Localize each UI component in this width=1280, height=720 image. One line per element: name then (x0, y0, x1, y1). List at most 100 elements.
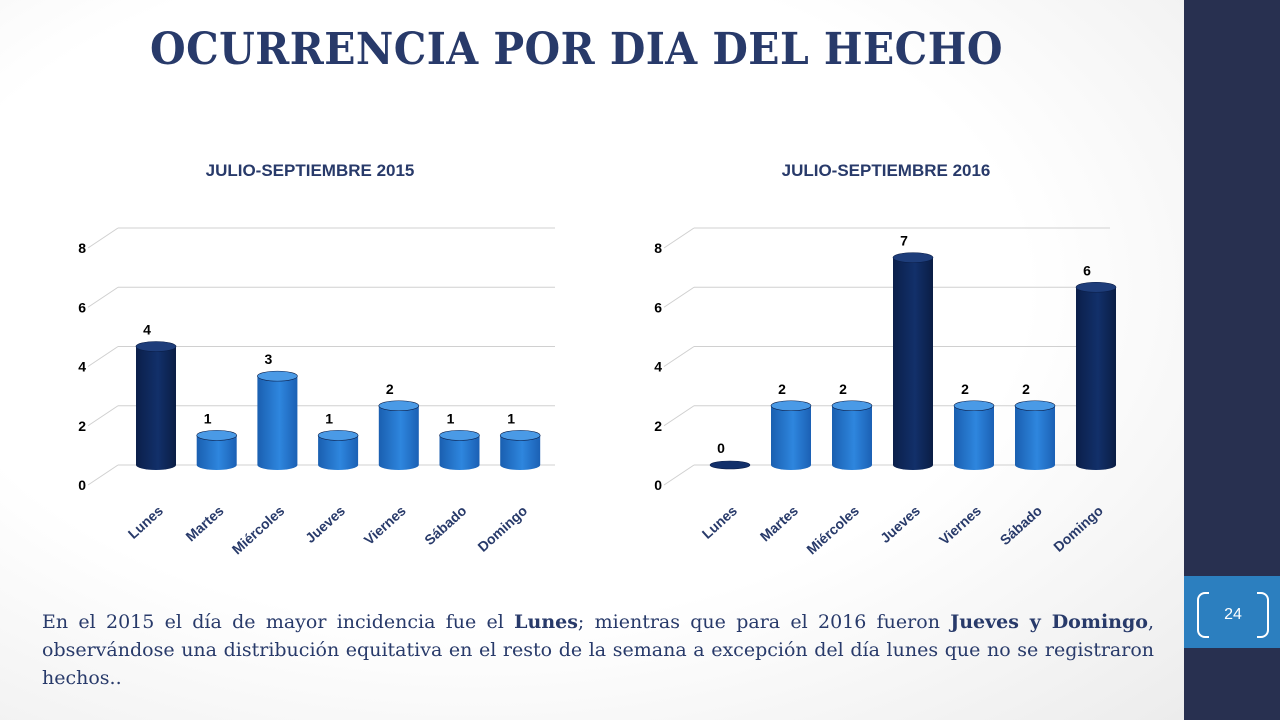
bar-body (378, 405, 419, 470)
data-label: 2 (386, 381, 394, 397)
category-label: Sábado (421, 502, 469, 548)
category-label: Domingo (1050, 502, 1106, 554)
bar-body (954, 405, 994, 470)
bar (892, 252, 934, 470)
bar (317, 430, 359, 470)
data-label: 4 (143, 322, 151, 338)
category-label: Jueves (877, 502, 923, 546)
bar-top (196, 430, 237, 441)
bar-top (499, 430, 541, 441)
bar-body (500, 435, 541, 470)
category-label: Domingo (474, 502, 530, 554)
bar (499, 430, 541, 470)
summary-text-2: ; mientras que para el 2016 fueron (577, 611, 951, 633)
bracket-left (1197, 592, 1209, 638)
y-tick-label: 4 (78, 359, 86, 375)
chart-2015: JULIO-SEPTIEMBRE 2015 0 2 4 6 8 4 Lunes 1 Martes 3… (78, 161, 555, 557)
data-label: 2 (839, 381, 847, 397)
summary-text-3: , observándose una distribución equitati… (42, 611, 1154, 689)
bar-body (136, 346, 176, 470)
data-label: 0 (717, 440, 725, 456)
bar-body (1015, 405, 1055, 470)
bar (1075, 281, 1117, 470)
data-label: 1 (447, 410, 455, 426)
gridline-diagonal (87, 464, 119, 486)
gridline-diagonal (87, 227, 119, 249)
bracket-right (1257, 592, 1269, 638)
summary-bold-lunes: Lunes (514, 611, 578, 633)
gridline-diagonal (87, 405, 119, 427)
y-tick-label: 0 (78, 477, 86, 493)
gridline-diagonal (87, 346, 119, 367)
bar-top (770, 400, 812, 412)
bar-top (1014, 400, 1056, 412)
bar-zero (709, 460, 751, 470)
bar-body (771, 405, 811, 470)
data-label: 7 (900, 233, 908, 249)
y-tick-label: 2 (654, 418, 662, 434)
bar (439, 430, 480, 470)
bar-top (135, 341, 177, 352)
y-tick-label: 8 (654, 240, 662, 256)
bar-body (257, 376, 298, 470)
bar (257, 370, 298, 470)
chart-title: JULIO-SEPTIEMBRE 2016 (782, 161, 991, 180)
bar-top (257, 370, 298, 382)
y-tick-label: 6 (654, 299, 662, 315)
category-label: Viernes (936, 502, 984, 548)
category-label: Martes (757, 502, 801, 544)
data-label: 2 (961, 381, 969, 397)
bar (953, 400, 995, 470)
bar-body (318, 435, 359, 470)
gridline-diagonal (663, 346, 695, 367)
data-label: 1 (204, 410, 212, 426)
bar (770, 400, 812, 470)
bar (135, 341, 177, 470)
y-tick-label: 8 (78, 240, 86, 256)
bar (1014, 400, 1056, 470)
page-number-box: 24 (1197, 592, 1269, 638)
bar-top (892, 252, 934, 263)
gridline-diagonal (663, 286, 695, 308)
summary-bold-jueves-domingo: Jueves y Domingo (950, 611, 1148, 633)
bar (378, 400, 420, 470)
category-label: Lunes (125, 502, 167, 542)
data-label: 2 (778, 381, 786, 397)
data-label: 3 (265, 351, 273, 367)
summary-paragraph: En el 2015 el día de mayor incidencia fu… (42, 608, 1154, 692)
y-tick-label: 0 (654, 477, 662, 493)
data-label: 1 (507, 410, 515, 426)
bar-body (439, 435, 480, 470)
bar-top (378, 400, 420, 412)
bar-top (953, 400, 995, 412)
page-number: 24 (1224, 606, 1242, 623)
bar-top (317, 430, 359, 441)
data-label: 2 (1022, 381, 1030, 397)
category-label: Viernes (361, 502, 409, 548)
bar-top (439, 430, 480, 441)
chart-2016: JULIO-SEPTIEMBRE 2016 0 2 4 6 8 0 Lunes 2 Martes 2… (654, 161, 1117, 557)
y-tick-label: 2 (78, 418, 86, 434)
gridline-diagonal (663, 227, 695, 249)
bar-top (1075, 281, 1117, 293)
category-label: Miércoles (803, 502, 862, 557)
bar-body (832, 405, 872, 470)
gridline-diagonal (663, 464, 695, 486)
chart-title: JULIO-SEPTIEMBRE 2015 (206, 161, 415, 180)
gridline-diagonal (663, 405, 695, 427)
category-label: Lunes (699, 502, 741, 542)
category-label: Jueves (302, 502, 348, 546)
data-label: 6 (1083, 262, 1091, 278)
bar (831, 400, 873, 470)
y-tick-label: 4 (654, 359, 662, 375)
bar-top (831, 400, 873, 412)
summary-text-1: En el 2015 el día de mayor incidencia fu… (42, 611, 515, 633)
bar (196, 430, 237, 470)
bar-body (196, 435, 237, 470)
slide-background (0, 0, 1184, 720)
category-label: Martes (182, 502, 226, 544)
gridline-diagonal (87, 286, 119, 308)
bar-body (1076, 287, 1116, 470)
bar (709, 460, 751, 470)
bar-body (893, 257, 933, 470)
